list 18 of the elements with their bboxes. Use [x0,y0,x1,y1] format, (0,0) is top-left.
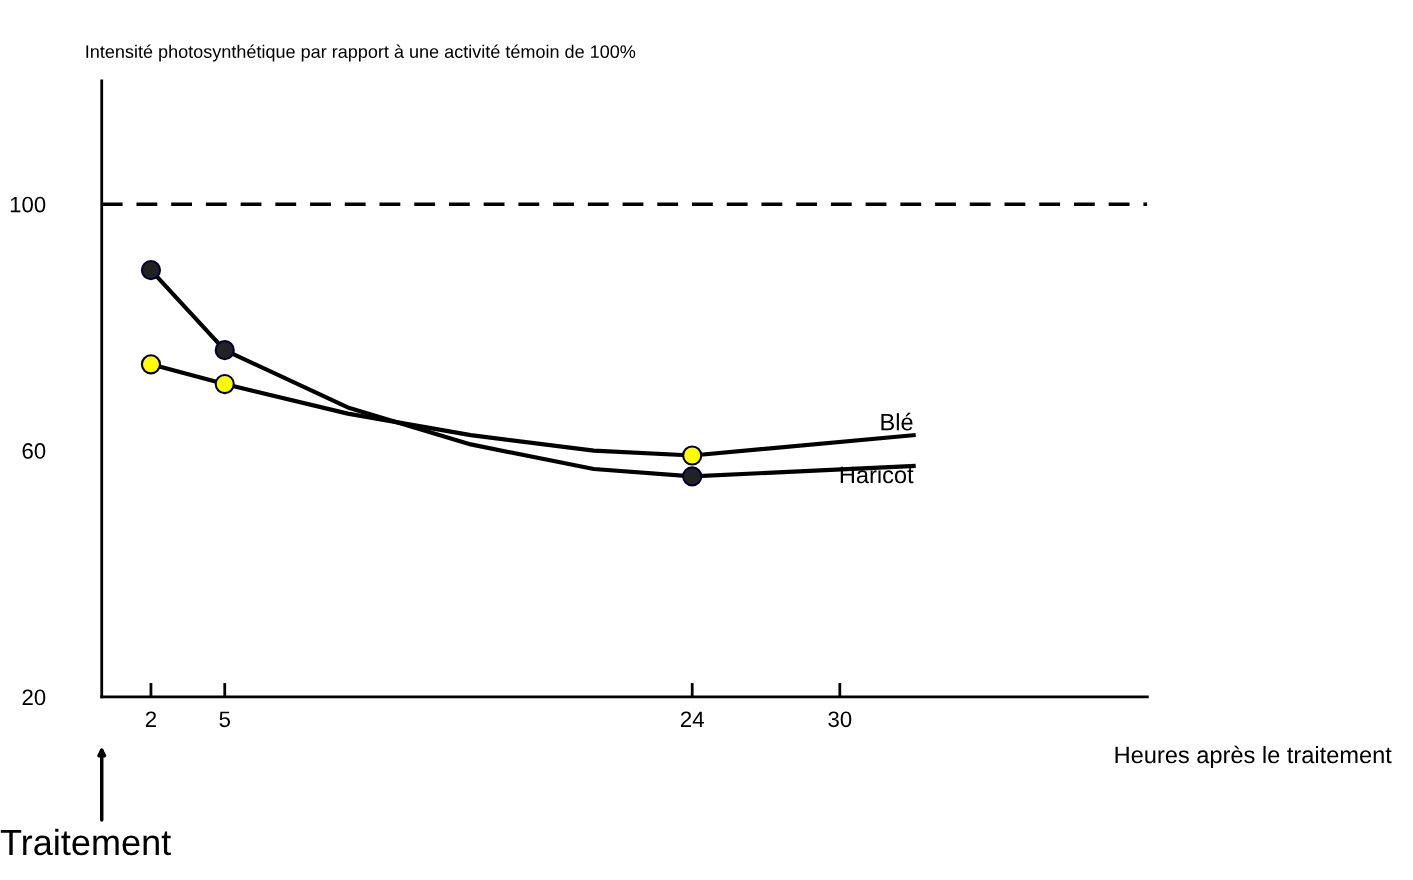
point [214,373,235,395]
x-tick-label: 24 [680,711,704,727]
x-tick-label: 2 [145,711,157,727]
x-axis-title: Heures après le traitement [1115,745,1392,768]
x-tick-label: 5 [219,711,230,728]
x-tick-label: 30 [828,711,852,728]
point [682,466,703,487]
y-tick-label: 60 [22,443,46,459]
point [140,354,162,375]
text: Traitement [0,828,171,856]
series-label: Blé [881,412,913,431]
y-tick-label: 100 [10,196,46,213]
point [214,340,235,361]
point [682,445,703,466]
point [140,259,162,281]
y-tick-label: 20 [22,689,46,706]
series-label: Haricot [840,465,914,484]
y-axis-title: Intensité photosynthétique par rapport à une activité témoin de 100% [86,44,636,62]
